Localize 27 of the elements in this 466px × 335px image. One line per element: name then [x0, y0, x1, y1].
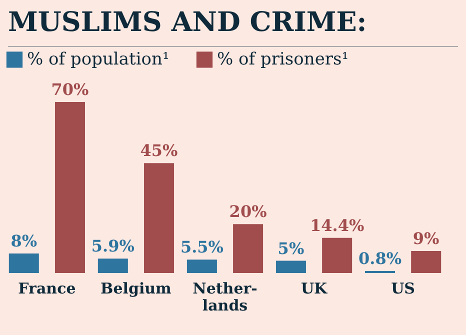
- legend-label: % of population¹: [27, 50, 170, 70]
- bar: [8, 253, 39, 273]
- bar: [98, 258, 128, 273]
- bar: [411, 251, 442, 273]
- bar: [276, 260, 306, 273]
- chart-title: MUSLIMS AND CRIME:: [8, 6, 368, 40]
- data-label: 45%: [140, 141, 178, 160]
- x-tick-label: France: [18, 280, 76, 298]
- bar: [54, 102, 85, 273]
- bar: [144, 163, 174, 273]
- bar: [186, 260, 217, 273]
- data-label: 70%: [51, 80, 89, 99]
- data-label: 5%: [278, 238, 304, 258]
- x-tick-label: US: [391, 280, 416, 298]
- data-label: 8%: [10, 231, 38, 250]
- legend-label: % of prisoners¹: [217, 50, 349, 70]
- data-label: 0.8%: [358, 249, 402, 268]
- x-tick-label: UK: [300, 280, 328, 298]
- x-tick-label: Nether- lands: [192, 280, 258, 314]
- data-label: 20%: [229, 202, 267, 222]
- data-label: 5.9%: [91, 236, 134, 256]
- data-label: 5.5%: [180, 238, 224, 257]
- data-label: 9%: [412, 229, 440, 248]
- bar: [322, 238, 352, 273]
- data-label: 14.4%: [310, 216, 364, 235]
- x-tick-label: Belgium: [100, 280, 172, 298]
- bar: [233, 224, 264, 273]
